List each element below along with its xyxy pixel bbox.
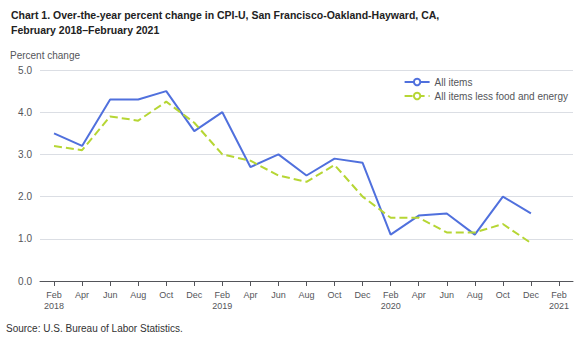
svg-text:2020: 2020 — [381, 301, 401, 311]
svg-text:February 2018–February 2021: February 2018–February 2021 — [11, 24, 159, 36]
svg-text:Jun: Jun — [440, 290, 455, 300]
svg-text:Dec: Dec — [523, 290, 540, 300]
svg-text:1.0: 1.0 — [18, 233, 32, 244]
svg-text:3.0: 3.0 — [18, 149, 32, 160]
svg-text:Jun: Jun — [271, 290, 286, 300]
svg-text:2019: 2019 — [212, 301, 232, 311]
svg-text:All items: All items — [435, 77, 473, 88]
svg-text:Aug: Aug — [298, 290, 314, 300]
svg-text:Oct: Oct — [328, 290, 343, 300]
svg-text:Apr: Apr — [243, 290, 257, 300]
svg-text:Source: U.S. Bureau of Labor S: Source: U.S. Bureau of Labor Statistics. — [6, 323, 183, 334]
svg-text:Feb: Feb — [215, 290, 231, 300]
svg-text:Aug: Aug — [467, 290, 483, 300]
svg-text:Feb: Feb — [551, 290, 567, 300]
svg-text:Feb: Feb — [46, 290, 62, 300]
svg-text:Oct: Oct — [159, 290, 174, 300]
svg-text:Apr: Apr — [412, 290, 426, 300]
svg-text:Aug: Aug — [130, 290, 146, 300]
svg-text:Percent change: Percent change — [10, 50, 80, 61]
svg-text:Dec: Dec — [186, 290, 203, 300]
svg-text:2.0: 2.0 — [18, 191, 32, 202]
svg-text:Dec: Dec — [355, 290, 372, 300]
svg-text:Chart 1. Over-the-year percent: Chart 1. Over-the-year percent change in… — [11, 9, 439, 21]
svg-text:5.0: 5.0 — [18, 65, 32, 76]
svg-text:2018: 2018 — [44, 301, 64, 311]
svg-text:Apr: Apr — [75, 290, 89, 300]
svg-text:Oct: Oct — [496, 290, 511, 300]
svg-text:Jun: Jun — [103, 290, 118, 300]
svg-text:4.0: 4.0 — [18, 107, 32, 118]
svg-text:0.0: 0.0 — [18, 276, 32, 287]
svg-text:Feb: Feb — [383, 290, 399, 300]
svg-text:All items less food and energy: All items less food and energy — [435, 91, 568, 102]
svg-text:2021: 2021 — [549, 301, 569, 311]
